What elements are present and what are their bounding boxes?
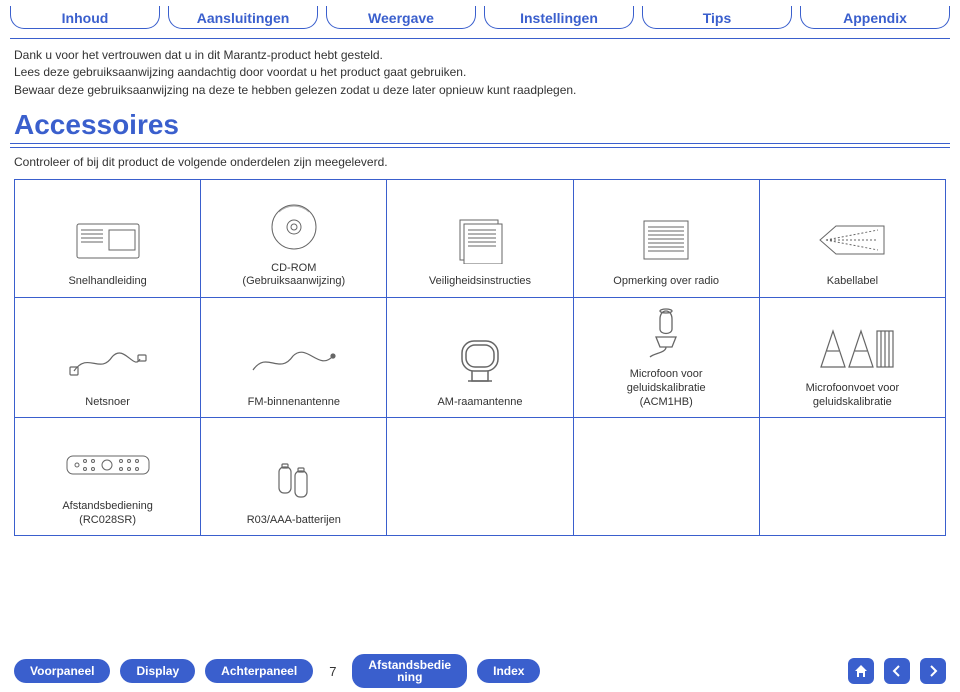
power-cord-icon xyxy=(19,332,196,390)
accessory-cell: R03/AAA-batterijen xyxy=(201,418,387,536)
divider xyxy=(10,147,950,148)
intro-text: Dank u voor het vertrouwen dat u in dit … xyxy=(0,47,960,99)
safety-sheet-icon xyxy=(391,211,568,269)
accessory-label: R03/AAA-batterijen xyxy=(205,514,382,528)
accessory-cell-empty xyxy=(387,418,573,536)
accessory-label: FM-binnenantenne xyxy=(205,396,382,410)
accessory-label: Veiligheidsinstructies xyxy=(391,275,568,289)
accessory-label: Microfoon voorgeluidskalibratie(ACM1HB) xyxy=(578,368,755,409)
nav-achterpaneel[interactable]: Achterpaneel xyxy=(205,659,313,683)
pill-label: Voorpaneel xyxy=(30,664,94,678)
cdrom-icon xyxy=(205,198,382,256)
accessory-label: Netsnoer xyxy=(19,396,196,410)
accessory-cell: Microfoon voorgeluidskalibratie(ACM1HB) xyxy=(573,298,759,418)
am-antenna-icon xyxy=(391,332,568,390)
pill-label: Achterpaneel xyxy=(221,664,297,678)
pill-label: Afstandsbediening xyxy=(368,658,451,684)
tab-label: Appendix xyxy=(843,10,907,26)
tab-label: Inhoud xyxy=(62,10,109,26)
accessory-cell: Kabellabel xyxy=(759,180,945,298)
accessory-cell: Afstandsbediening(RC028SR) xyxy=(15,418,201,536)
accessory-label: AM-raamantenne xyxy=(391,396,568,410)
intro-line: Bewaar deze gebruiksaanwijzing na deze t… xyxy=(14,82,946,99)
mic-stand-icon xyxy=(764,318,941,376)
batteries-icon xyxy=(205,450,382,508)
accessory-cell: Snelhandleiding xyxy=(15,180,201,298)
accessory-cell: AM-raamantenne xyxy=(387,298,573,418)
nav-voorpaneel[interactable]: Voorpaneel xyxy=(14,659,110,683)
accessory-cell: Veiligheidsinstructies xyxy=(387,180,573,298)
tab-label: Instellingen xyxy=(520,10,598,26)
accessory-cell-empty xyxy=(573,418,759,536)
accessories-grid: Snelhandleiding CD-ROM(Gebruiksaanwijzin… xyxy=(0,179,960,536)
section-subtitle: Controleer of bij dit product de volgend… xyxy=(0,151,960,179)
tab-aansluitingen[interactable]: Aansluitingen xyxy=(168,6,318,34)
accessory-label: CD-ROM(Gebruiksaanwijzing) xyxy=(205,262,382,290)
cable-label-icon xyxy=(764,211,941,269)
accessory-label: Afstandsbediening(RC028SR) xyxy=(19,500,196,528)
accessory-cell: Opmerking over radio xyxy=(573,180,759,298)
tab-inhoud[interactable]: Inhoud xyxy=(10,6,160,34)
accessory-cell: CD-ROM(Gebruiksaanwijzing) xyxy=(201,180,387,298)
tab-appendix[interactable]: Appendix xyxy=(800,6,950,34)
accessory-label: Kabellabel xyxy=(764,275,941,289)
microphone-icon xyxy=(578,304,755,362)
tab-label: Weergave xyxy=(368,10,434,26)
page-number: 7 xyxy=(323,664,342,679)
accessory-label: Opmerking over radio xyxy=(578,275,755,289)
prev-icon[interactable] xyxy=(884,658,910,684)
quickguide-icon xyxy=(19,211,196,269)
accessory-cell: Netsnoer xyxy=(15,298,201,418)
top-nav: Inhoud Aansluitingen Weergave Instelling… xyxy=(0,0,960,34)
divider xyxy=(10,38,950,39)
divider xyxy=(10,143,950,144)
tab-label: Tips xyxy=(703,10,732,26)
pill-label: Index xyxy=(493,664,524,678)
tab-weergave[interactable]: Weergave xyxy=(326,6,476,34)
bottom-nav: Voorpaneel Display Achterpaneel 7 Afstan… xyxy=(0,644,960,692)
accessory-label: Microfoonvoet voorgeluidskalibratie xyxy=(764,382,941,410)
radio-note-icon xyxy=(578,211,755,269)
remote-icon xyxy=(19,436,196,494)
nav-afstandsbediening[interactable]: Afstandsbediening xyxy=(352,654,467,688)
intro-line: Dank u voor het vertrouwen dat u in dit … xyxy=(14,47,946,64)
next-icon[interactable] xyxy=(920,658,946,684)
accessory-cell-empty xyxy=(759,418,945,536)
nav-display[interactable]: Display xyxy=(120,659,195,683)
section-title: Accessoires xyxy=(0,99,960,143)
tab-label: Aansluitingen xyxy=(197,10,290,26)
accessory-cell: FM-binnenantenne xyxy=(201,298,387,418)
home-icon[interactable] xyxy=(848,658,874,684)
intro-line: Lees deze gebruiksaanwijzing aandachtig … xyxy=(14,64,946,81)
tab-tips[interactable]: Tips xyxy=(642,6,792,34)
tab-instellingen[interactable]: Instellingen xyxy=(484,6,634,34)
accessory-cell: Microfoonvoet voorgeluidskalibratie xyxy=(759,298,945,418)
accessory-label: Snelhandleiding xyxy=(19,275,196,289)
pill-label: Display xyxy=(136,664,179,678)
nav-index[interactable]: Index xyxy=(477,659,540,683)
fm-antenna-icon xyxy=(205,332,382,390)
